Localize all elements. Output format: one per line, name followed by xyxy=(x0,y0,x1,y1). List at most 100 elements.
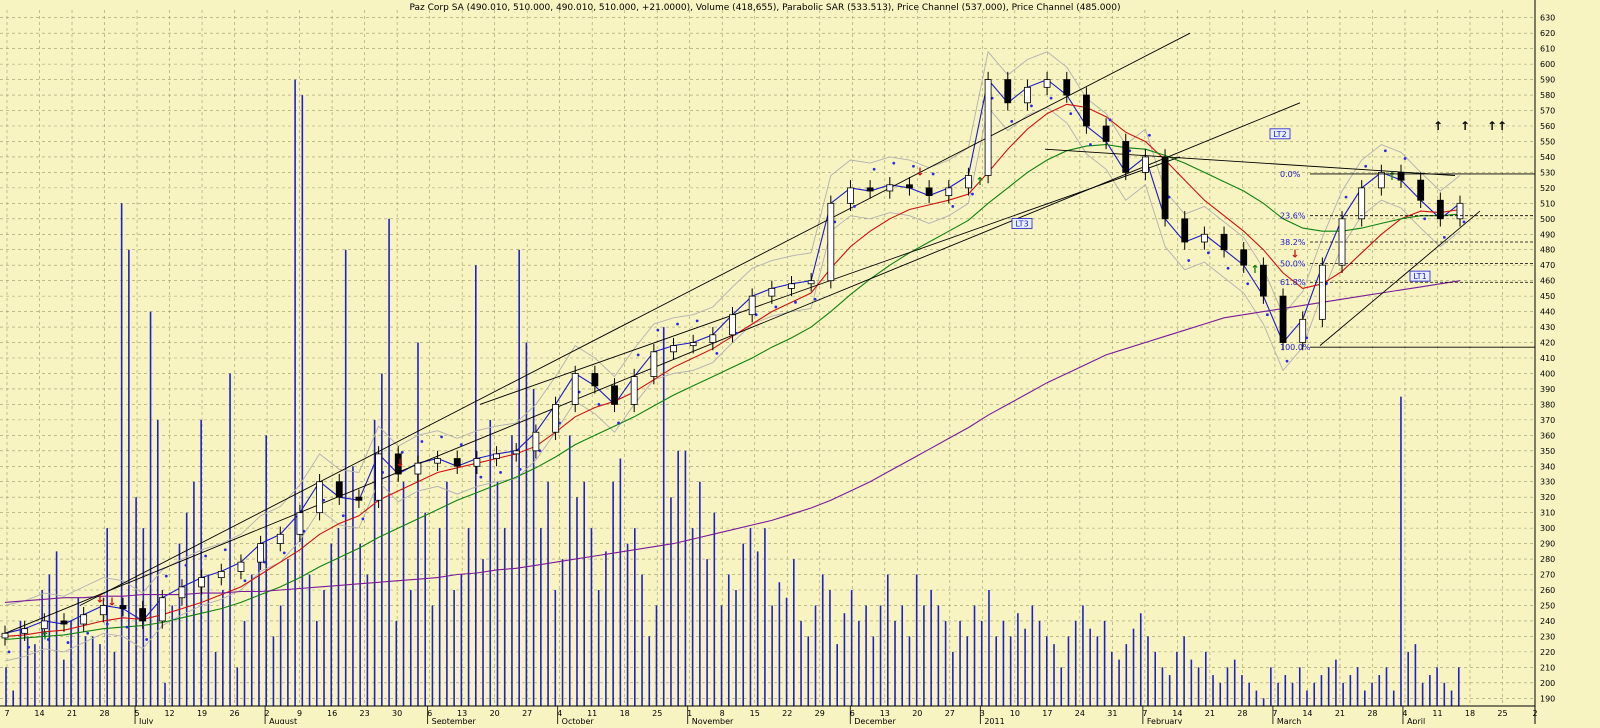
y-tick-label: 410 xyxy=(1540,354,1555,363)
y-tick-label: 620 xyxy=(1540,29,1555,38)
y-tick-label: 230 xyxy=(1540,632,1555,641)
signal-arrow-up: ↑ xyxy=(1487,119,1497,133)
sar-dot xyxy=(951,205,955,208)
fib-label: 100.0% xyxy=(1280,343,1311,352)
candle-body xyxy=(316,481,323,514)
candle-body xyxy=(788,283,795,289)
x-tick-label: 2 xyxy=(265,709,270,718)
sar-dot xyxy=(1383,149,1387,153)
candle-body xyxy=(1142,156,1149,173)
candle-body xyxy=(1083,94,1090,127)
sar-dot xyxy=(676,322,679,326)
sar-dot xyxy=(46,638,50,641)
signal-arrow-up: ↑ xyxy=(1460,119,1470,133)
x-tick-label: 25 xyxy=(1497,709,1507,718)
y-tick-label: 340 xyxy=(1540,462,1555,471)
x-tick-label: 20 xyxy=(912,709,922,718)
y-tick-label: 560 xyxy=(1540,122,1555,131)
candle-body xyxy=(99,605,107,616)
candle-body xyxy=(119,605,127,609)
candle-body xyxy=(611,385,618,405)
fib-label: 23.6% xyxy=(1280,212,1306,221)
y-tick-label: 490 xyxy=(1540,230,1555,239)
x-tick-label: 28 xyxy=(1367,709,1377,718)
annotation-box xyxy=(1011,218,1033,229)
candle-body xyxy=(1436,199,1444,220)
x-month-label: September xyxy=(432,717,477,724)
x-tick-label: 17 xyxy=(1042,709,1052,718)
candlesticks xyxy=(1,71,1464,646)
candle-body xyxy=(21,628,29,634)
fibonacci-levels: 0.0% 23.6% 38.2% 50.0% 61.8% 100.0% xyxy=(1280,170,1535,352)
x-tick-label: 1 xyxy=(687,709,692,718)
candle-body xyxy=(1181,218,1189,243)
sar-dot xyxy=(597,403,601,406)
x-tick-label: 28 xyxy=(99,709,109,718)
x-tick-label: 31 xyxy=(1107,709,1117,718)
candle-body xyxy=(689,342,697,347)
candle-body xyxy=(453,458,461,467)
sar-dot xyxy=(1148,133,1151,137)
sar-dot xyxy=(1206,251,1210,255)
x-tick-label: 4 xyxy=(1402,709,1407,718)
candle-body xyxy=(139,608,147,622)
trend-line xyxy=(1319,210,1481,346)
y-tick-label: 310 xyxy=(1540,509,1555,518)
sar-dot xyxy=(774,305,778,309)
candle-body xyxy=(1063,79,1071,96)
sar-dot xyxy=(1049,96,1053,100)
x-tick-label: 26 xyxy=(229,709,239,718)
candle-body xyxy=(1102,125,1110,142)
candle-body xyxy=(158,597,166,622)
sar-dot xyxy=(656,328,660,332)
sar-dot xyxy=(931,172,935,176)
candle-body xyxy=(335,481,343,498)
signal-arrow-down: ↓ xyxy=(915,165,924,178)
x-tick-label: 15 xyxy=(750,709,760,718)
sar-dot xyxy=(636,353,640,357)
candle-body xyxy=(1043,79,1051,88)
signal-arrow-up: ↑ xyxy=(40,629,49,642)
signal-arrow-down: ↓ xyxy=(95,592,104,605)
candle-body xyxy=(945,187,953,197)
signal-arrow-up: ↑ xyxy=(975,175,984,188)
y-tick-label: 460 xyxy=(1540,277,1555,286)
candle-body xyxy=(414,462,422,475)
sar-dot xyxy=(1108,118,1112,122)
sar-dot xyxy=(1285,359,1289,363)
price-channel-upper xyxy=(4,50,1461,606)
sar-dot xyxy=(184,563,188,567)
candle-body xyxy=(1417,179,1425,201)
y-tick-label: 370 xyxy=(1540,416,1555,425)
candle-body xyxy=(965,175,972,189)
candle-body xyxy=(984,79,992,176)
candle-body xyxy=(532,431,540,452)
y-tick-label: 250 xyxy=(1540,601,1555,610)
y-tick-label: 240 xyxy=(1540,617,1555,626)
x-tick-label: 28 xyxy=(1237,709,1247,718)
moving-averages xyxy=(4,78,1461,641)
y-tick-label: 500 xyxy=(1540,215,1555,224)
x-tick-label: 7 xyxy=(4,709,9,718)
candle-body xyxy=(552,403,559,433)
signal-arrow-down: ↓ xyxy=(107,595,116,608)
candle-body xyxy=(847,187,854,204)
series-line-ma_long xyxy=(4,280,1461,603)
sar-dot xyxy=(617,421,620,425)
x-tick-label: 13 xyxy=(457,709,467,718)
sar-dot xyxy=(282,551,286,555)
sar-dot xyxy=(1364,164,1368,168)
x-tick-label: 6 xyxy=(850,709,855,718)
candle-body xyxy=(355,496,363,501)
candle-body xyxy=(1299,318,1307,343)
fib-label: 0.0% xyxy=(1280,170,1301,179)
x-tick-label: 6 xyxy=(427,709,432,718)
candle-body xyxy=(1259,264,1267,297)
y-tick-label: 550 xyxy=(1540,137,1555,146)
x-tick-label: 18 xyxy=(1465,709,1475,718)
y-tick-label: 330 xyxy=(1540,478,1555,487)
x-tick-label: 7 xyxy=(1142,709,1147,718)
sar-dot xyxy=(1187,259,1191,262)
x-tick-label: 27 xyxy=(945,709,955,718)
x-tick-label: 14 xyxy=(1172,709,1182,718)
